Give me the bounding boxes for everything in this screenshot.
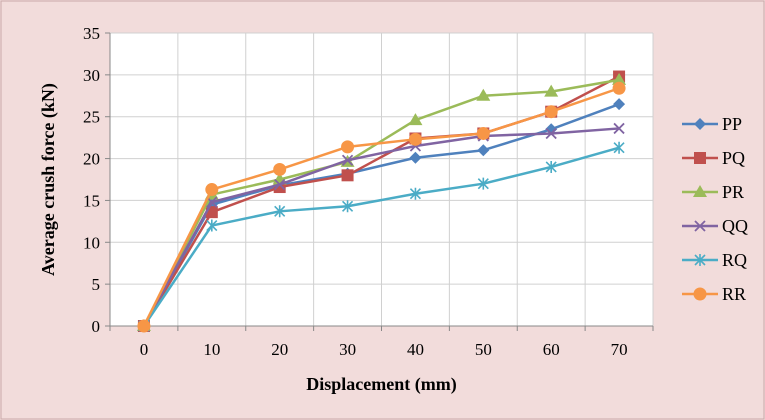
data-point-pp: [613, 98, 626, 111]
x-tick-label: 60: [543, 340, 560, 359]
legend-marker-pr: [693, 185, 707, 197]
data-point-rq: [613, 141, 625, 154]
legend-marker-pq: [694, 152, 706, 164]
y-tick-label: 30: [83, 66, 100, 85]
series-line-pr: [142, 78, 620, 327]
legend-marker-rq: [694, 254, 706, 266]
data-point-pr: [408, 113, 423, 126]
x-tick-label: 70: [611, 340, 628, 359]
series-line-rq: [142, 146, 620, 327]
x-tick-label: 0: [140, 340, 149, 359]
data-point-rr: [341, 140, 355, 154]
data-point-rq: [409, 187, 422, 200]
data-point-qq: [613, 122, 625, 135]
data-point-rr: [205, 183, 219, 197]
x-tick-label: 20: [271, 340, 288, 359]
legend-marker-pp: [694, 118, 706, 130]
legend-label: QQ: [722, 216, 748, 236]
legend-label: RR: [722, 284, 746, 304]
legend: PP PQ PR QQ RQ RR: [682, 114, 748, 304]
y-tick-label: 20: [83, 150, 100, 169]
legend-label: RQ: [722, 250, 747, 270]
tick-labels: 0 5 10 15 20 25 30 35 0 10 20 30 40 50 60 70: [83, 24, 628, 359]
y-tick-label: 15: [83, 191, 100, 210]
data-point-rq: [341, 200, 354, 213]
series-rq: [138, 141, 625, 332]
data-point-rq: [545, 160, 557, 173]
axes: [105, 32, 654, 331]
gridlines: [109, 32, 654, 327]
y-axis-title: Average crush force (kN): [38, 83, 59, 276]
data-point-rr: [273, 162, 287, 176]
x-axis-title: Displacement (mm): [306, 374, 456, 395]
series-line-qq: [142, 127, 620, 327]
x-tick-label: 50: [475, 340, 492, 359]
legend-item-rq: RQ: [682, 250, 747, 270]
data-point-rq: [274, 205, 286, 218]
legend-item-pq: PQ: [682, 148, 745, 168]
series-rr: [137, 81, 626, 333]
data-point-rr: [137, 319, 151, 333]
data-point-pr: [612, 72, 627, 85]
data-point-pp: [409, 151, 422, 164]
y-tick-label: 35: [83, 24, 100, 43]
data-point-qq: [545, 127, 557, 140]
x-tick-label: 30: [339, 340, 356, 359]
data-point-qq: [274, 178, 286, 191]
legend-label: PQ: [722, 148, 745, 168]
data-point-rr: [476, 126, 490, 140]
legend-item-qq: QQ: [682, 216, 748, 236]
y-tick-label: 0: [92, 317, 101, 336]
data-point-rr: [408, 132, 422, 146]
y-tick-label: 5: [92, 275, 101, 294]
legend-item-rr: RR: [682, 284, 746, 304]
x-tick-label: 40: [407, 340, 424, 359]
data-point-qq: [341, 154, 354, 166]
legend-item-pr: PR: [682, 182, 744, 202]
data-point-rr: [544, 105, 558, 119]
data-point-pr: [544, 84, 559, 97]
legend-item-pp: PP: [682, 114, 742, 134]
y-tick-label: 10: [83, 233, 100, 252]
legend-marker-qq: [694, 220, 706, 232]
y-tick-label: 25: [83, 108, 100, 127]
series-line-rr: [142, 87, 620, 327]
series-lines: [136, 70, 627, 333]
data-point-rr: [612, 81, 626, 95]
data-point-pp: [477, 144, 490, 157]
data-point-rq: [477, 177, 489, 190]
legend-marker-rr: [693, 287, 707, 301]
data-point-pr: [476, 88, 491, 101]
legend-label: PR: [722, 182, 744, 202]
data-point-rq: [206, 219, 218, 232]
data-point-pq: [341, 169, 354, 182]
legend-label: PP: [722, 114, 742, 134]
x-tick-label: 10: [203, 340, 220, 359]
